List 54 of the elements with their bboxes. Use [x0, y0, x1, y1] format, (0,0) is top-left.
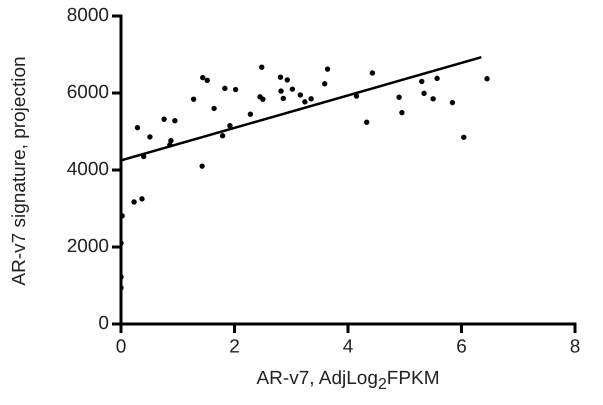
- x-tick-label: 0: [116, 336, 126, 358]
- point: [450, 100, 456, 106]
- point: [199, 163, 205, 169]
- point: [172, 118, 178, 124]
- x-tick-label: 4: [342, 336, 354, 358]
- x-tick-label: 8: [570, 336, 580, 358]
- point: [200, 74, 206, 80]
- y-axis-title: AR-v7 signature, projection: [9, 55, 31, 288]
- point: [324, 66, 330, 72]
- point: [260, 96, 266, 102]
- point: [364, 120, 370, 125]
- point: [280, 96, 286, 102]
- point: [284, 77, 290, 83]
- point: [484, 76, 490, 82]
- point: [259, 64, 264, 70]
- point: [461, 134, 466, 140]
- point: [396, 94, 402, 100]
- point: [370, 70, 376, 76]
- point: [419, 78, 424, 84]
- point: [298, 92, 304, 98]
- point: [147, 134, 153, 140]
- y-tick-label: 2000: [66, 236, 109, 258]
- point: [232, 86, 238, 92]
- point: [302, 99, 308, 105]
- y-tick-label: 4000: [66, 159, 109, 180]
- point: [211, 106, 217, 112]
- point: [222, 86, 228, 92]
- point: [161, 116, 167, 122]
- x-tick-label: 6: [456, 336, 467, 358]
- y-tick-label: 8000: [66, 5, 109, 26]
- point: [434, 76, 440, 82]
- x-tick-label: 2: [229, 336, 240, 358]
- point: [421, 90, 427, 96]
- point: [220, 133, 226, 138]
- point: [131, 199, 137, 205]
- point: [308, 96, 314, 102]
- point: [204, 78, 210, 83]
- point: [168, 138, 174, 144]
- point: [290, 86, 296, 92]
- point: [278, 88, 284, 94]
- point: [227, 123, 233, 128]
- y-tick-label: 6000: [66, 82, 109, 104]
- point: [139, 196, 145, 202]
- point: [322, 81, 328, 86]
- y-tick-label: 0: [98, 313, 109, 334]
- point: [354, 93, 360, 99]
- point: [190, 96, 196, 102]
- x-axis-title: AR-v7, AdjLog$_{2}$FPKM: [255, 368, 441, 394]
- point: [167, 142, 173, 148]
- point: [399, 110, 405, 116]
- point: [248, 111, 254, 117]
- point: [430, 96, 436, 102]
- point: [134, 124, 140, 130]
- point: [278, 74, 284, 80]
